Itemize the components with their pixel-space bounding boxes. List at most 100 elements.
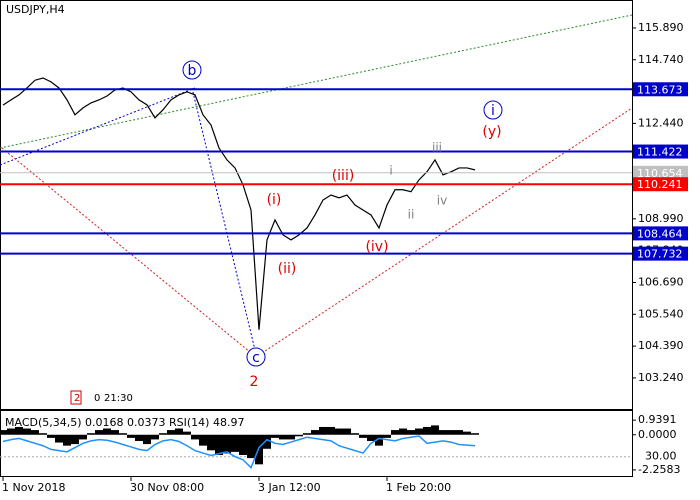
macd-bar — [71, 434, 79, 445]
macd-bar — [287, 434, 295, 440]
macd-bar — [151, 434, 159, 440]
status-text: 21:30 — [104, 393, 133, 404]
macd-bar — [159, 433, 167, 435]
level-label-bg — [633, 177, 688, 192]
macd-bar — [127, 434, 135, 438]
wave-label: b — [188, 63, 197, 79]
macd-bar — [383, 434, 391, 438]
macd-bar — [399, 428, 407, 435]
macd-bar — [311, 430, 319, 435]
x-tick-label: 3 Jan 12:00 — [258, 481, 321, 494]
x-tick-label: 30 Nov 08:00 — [130, 481, 204, 494]
macd-bar — [39, 433, 47, 435]
macd-bar — [15, 426, 23, 435]
y-tick-label: -2.2583 — [638, 463, 680, 476]
macd-bar — [135, 434, 143, 441]
wave-label: i — [389, 164, 392, 178]
level-label-bg — [633, 226, 688, 241]
macd-bar — [271, 434, 279, 438]
macd-bar — [367, 434, 375, 441]
macd-bar — [447, 430, 455, 435]
macd-bar — [207, 434, 215, 451]
macd-bar — [343, 428, 351, 435]
rsi-line — [2, 435, 476, 469]
level-label-bg — [633, 246, 688, 261]
y-tick-label: 106.690 — [638, 275, 684, 288]
wave-label: (i) — [267, 192, 282, 208]
macd-bar — [63, 434, 71, 446]
wave-label: iv — [437, 194, 447, 208]
macd-bar — [191, 434, 199, 440]
macd-bar — [391, 430, 399, 435]
status-text: 2 — [74, 393, 80, 404]
macd-bar — [407, 430, 415, 435]
macd-bar — [431, 425, 439, 435]
level-label: 113.673 — [637, 83, 683, 96]
level-label-bg — [633, 144, 688, 159]
macd-bar — [95, 430, 103, 435]
macd-bar — [351, 433, 359, 435]
wave-label: (iii) — [332, 168, 355, 184]
macd-bar — [111, 430, 119, 435]
macd-bar — [279, 434, 287, 440]
macd-bar — [7, 428, 15, 435]
wave-circle — [246, 347, 266, 367]
macd-bar — [231, 434, 239, 452]
price-line — [2, 77, 476, 330]
macd-bar — [23, 428, 31, 435]
y-tick-label: 108.990 — [638, 212, 684, 225]
wave-label: iii — [432, 141, 442, 155]
level-label-bg — [633, 165, 688, 180]
macd-bar — [183, 431, 191, 435]
macd-bar — [55, 434, 63, 443]
macd-bar — [335, 428, 343, 435]
level-label: 108.464 — [637, 227, 683, 240]
macd-bar — [415, 428, 423, 435]
y-tick-label: 114.740 — [638, 53, 684, 66]
sub-frame — [0, 410, 633, 477]
trend-line — [0, 87, 196, 166]
macd-bar — [327, 426, 335, 435]
level-label: 110.654 — [637, 167, 683, 180]
y-tick-label: 103.240 — [638, 371, 684, 384]
y-tick-label: 115.890 — [638, 21, 684, 34]
y-tick-label: 0.9391 — [638, 413, 677, 426]
macd-bar — [143, 434, 151, 445]
wave-label: (y) — [482, 124, 501, 140]
level-label: 110.241 — [637, 178, 683, 191]
wave-label: ii — [408, 208, 415, 222]
macd-bar — [319, 426, 327, 435]
level-label: 107.732 — [637, 248, 683, 261]
y-tick-label: 0.0000 — [638, 428, 677, 441]
x-tick-label: 1 Feb 20:00 — [386, 481, 451, 494]
x-tick-label: 1 Nov 2018 — [2, 481, 65, 494]
macd-bar — [215, 434, 223, 455]
macd-bar — [455, 430, 463, 435]
wave-label: (iv) — [365, 239, 388, 255]
trend-line — [191, 87, 256, 351]
macd-bar — [119, 433, 127, 435]
macd-bar — [103, 428, 111, 435]
level-label: 111.422 — [637, 146, 683, 159]
macd-bar — [375, 434, 383, 446]
macd-bar — [175, 428, 183, 435]
main-frame — [0, 0, 633, 410]
chart-title: USDJPY,H4 — [6, 3, 65, 16]
macd-bar — [223, 434, 231, 454]
macd-bar — [439, 430, 447, 435]
y-tick-label: 112.440 — [638, 116, 684, 129]
macd-bar — [0, 430, 7, 435]
macd-bar — [47, 434, 55, 438]
wave-label: i — [491, 103, 495, 119]
wave-circle — [483, 100, 503, 120]
macd-bar — [359, 434, 367, 438]
macd-bar — [87, 433, 95, 435]
macd-bar — [167, 430, 175, 435]
wave-label: 2 — [250, 374, 259, 390]
macd-bar — [79, 434, 87, 440]
indicator-label: MACD(5,34,5) 0.0168 0.0373 RSI(14) 48.97 — [5, 416, 244, 429]
wave-circle — [182, 60, 202, 80]
status-text: 0 — [94, 393, 100, 404]
